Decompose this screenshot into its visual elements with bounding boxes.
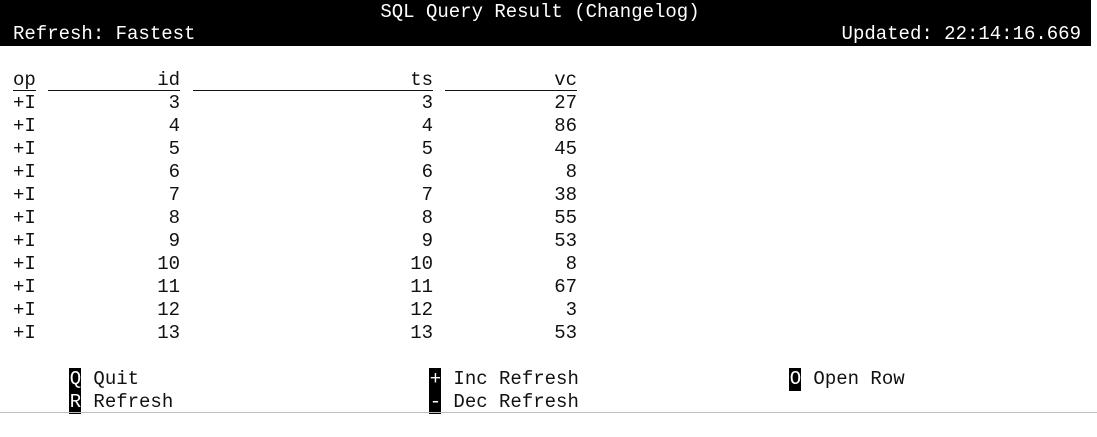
dec-refresh-key: -	[429, 391, 442, 414]
id-cell: 10	[157, 253, 180, 275]
ts-cell: 7	[421, 184, 433, 206]
vc-cell: 45	[554, 138, 577, 160]
op-cell: +I	[13, 115, 36, 137]
vc-cell: 53	[554, 230, 577, 252]
refresh-key: R	[69, 391, 82, 414]
op-cell: +I	[13, 230, 36, 252]
op-cell: +I	[13, 253, 36, 275]
op-cell: +I	[13, 322, 36, 344]
vc-cell: 8	[565, 253, 577, 275]
ts-cell: 5	[421, 138, 433, 160]
ts-cell: 12	[410, 299, 433, 321]
ts-cell: 8	[421, 207, 433, 229]
bottom-divider	[0, 412, 1097, 413]
quit-command[interactable]: Q Quit	[1, 345, 139, 414]
id-cell: 12	[157, 299, 180, 321]
vc-cell: 86	[554, 115, 577, 137]
op-cell: +I	[13, 207, 36, 229]
vc-cell: 53	[554, 322, 577, 344]
open-row-label: Open Row	[813, 368, 905, 390]
op-cell: +I	[13, 299, 36, 321]
command-bar: Q Quit + Inc Refresh O Open Row R Refresh -D…	[0, 345, 1097, 414]
id-cell: 5	[168, 138, 180, 160]
ts-cell: 9	[421, 230, 433, 252]
op-cell: +I	[13, 184, 36, 206]
vc-cell: 8	[565, 161, 577, 183]
op-cell: +I	[13, 138, 36, 160]
refresh-status: Refresh: Fastest	[13, 23, 196, 45]
inc-refresh-command[interactable]: + Inc Refresh	[361, 345, 579, 414]
id-cell: 8	[168, 207, 180, 229]
refresh-command[interactable]: R Refresh	[1, 368, 173, 437]
open-row-command[interactable]: O Open Row	[721, 345, 905, 414]
vc-cell: 3	[565, 299, 577, 321]
inc-refresh-key: +	[429, 368, 442, 391]
updated-timestamp: Updated: 22:14:16.669	[841, 23, 1081, 45]
dec-refresh-command[interactable]: - Dec Refresh	[361, 368, 579, 437]
op-cell: +I	[13, 161, 36, 183]
column-header-ts: ts	[193, 69, 433, 91]
refresh-label: Refresh	[93, 391, 174, 413]
quit-key: Q	[69, 368, 82, 391]
ts-cell: 3	[421, 92, 433, 114]
command-line-1: Q Quit + Inc Refresh O Open Row	[0, 345, 1097, 391]
id-cell: 11	[157, 276, 180, 298]
column-header-id: id	[48, 69, 180, 91]
quit-label: Quit	[93, 368, 140, 390]
ts-cell: 13	[410, 322, 433, 344]
ts-cell: 6	[421, 161, 433, 183]
vc-cell: 38	[554, 184, 577, 206]
id-cell: 3	[168, 92, 180, 114]
op-cell: +I	[13, 92, 36, 114]
ts-cell: 4	[421, 115, 433, 137]
window-title: SQL Query Result (Changelog)	[380, 1, 700, 23]
id-cell: 6	[168, 161, 180, 183]
column-header-vc: vc	[445, 69, 577, 91]
ts-cell: 10	[410, 253, 433, 275]
vc-cell: 55	[554, 207, 577, 229]
vc-cell: 27	[554, 92, 577, 114]
command-line-2: R Refresh - Dec Refresh	[0, 368, 1097, 414]
id-cell: 13	[157, 322, 180, 344]
vc-cell: 67	[554, 276, 577, 298]
dec-refresh-label: Dec Refresh	[453, 391, 579, 413]
clipped-text-residue	[0, 407, 360, 411]
open-row-key: O	[789, 368, 802, 391]
ts-cell: 11	[410, 276, 433, 298]
id-cell: 9	[168, 230, 180, 252]
column-header-op: op	[13, 69, 36, 91]
id-cell: 7	[168, 184, 180, 206]
op-cell: +I	[13, 276, 36, 298]
header-bar: SQL Query Result (Changelog) Refresh: Fa…	[0, 0, 1091, 46]
id-cell: 4	[168, 115, 180, 137]
inc-refresh-label: Inc Refresh	[453, 368, 579, 390]
